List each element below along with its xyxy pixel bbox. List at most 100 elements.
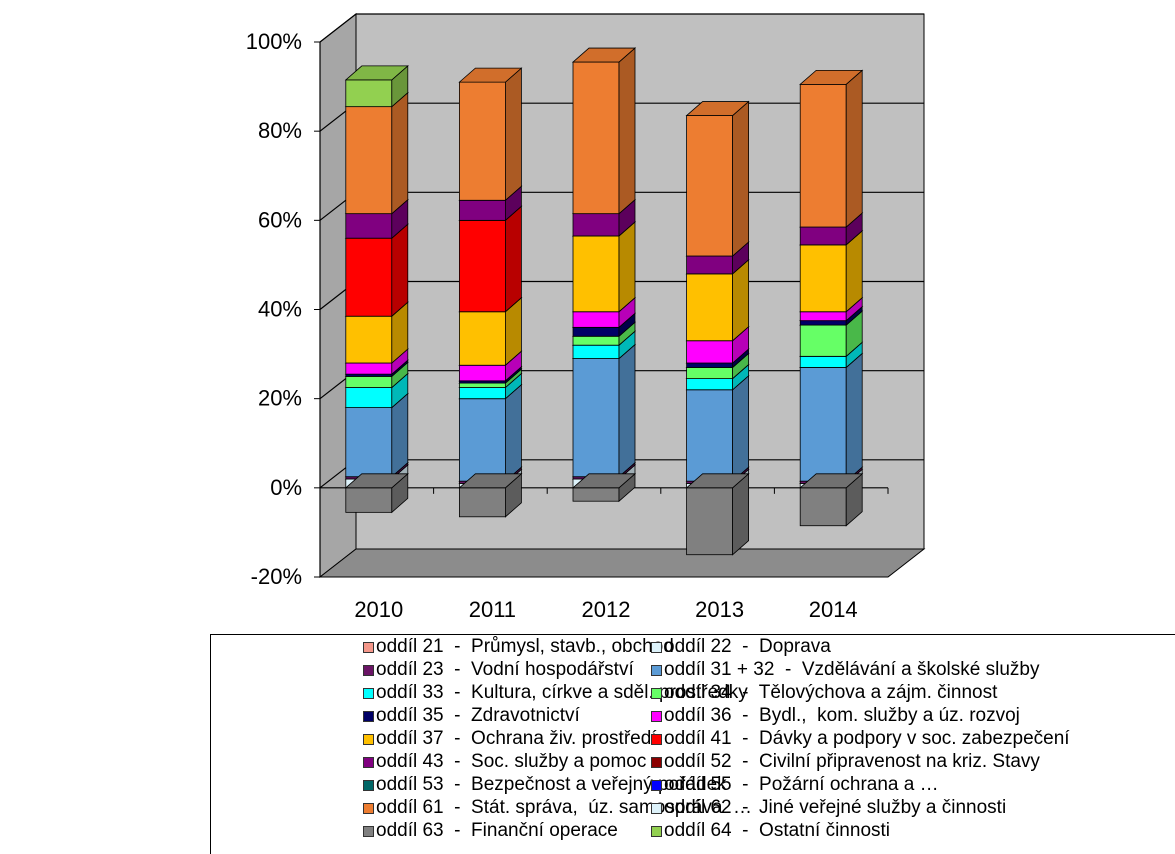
legend-swatch bbox=[363, 641, 374, 653]
bar-front bbox=[572, 335, 620, 346]
bar-front bbox=[799, 311, 847, 322]
legend-label: oddíl 23 - Vodní hospodářství bbox=[376, 659, 634, 680]
bar-front bbox=[345, 387, 393, 408]
bar-front bbox=[572, 358, 620, 478]
bar-front bbox=[799, 487, 847, 527]
legend-label: oddíl 31 + 32 - Vzdělávání a školské slu… bbox=[664, 659, 1040, 680]
bar-segment bbox=[344, 65, 409, 108]
bar-top bbox=[458, 473, 523, 489]
legend-item: oddíl 37 - Ochrana živ. prostředí bbox=[363, 728, 657, 750]
bars bbox=[344, 47, 864, 556]
legend-swatch bbox=[651, 687, 662, 699]
x-axis-ticks: 2010 2011 2012 2013 2014 bbox=[354, 487, 889, 622]
bar-segment bbox=[685, 100, 750, 257]
y-tick-label: -20% bbox=[251, 564, 302, 589]
legend-label: oddíl 55 - Požární ochrana a … bbox=[664, 774, 939, 795]
y-tick-label: 60% bbox=[258, 207, 302, 232]
legend-swatch bbox=[363, 802, 374, 814]
legend-item: oddíl 61 - Stát. správa, úz. samospráva … bbox=[363, 797, 752, 819]
gridline bbox=[319, 13, 924, 43]
bar-side bbox=[391, 223, 409, 318]
bar-top bbox=[344, 473, 409, 489]
bar-front bbox=[345, 213, 393, 239]
bar-front bbox=[686, 255, 733, 275]
bar-top bbox=[458, 67, 523, 83]
bar-front bbox=[686, 487, 733, 556]
bar-front bbox=[799, 320, 847, 326]
legend-item: oddíl 64 - Ostatní činnosti bbox=[651, 820, 890, 842]
legend-swatch bbox=[363, 687, 374, 699]
bar-segment bbox=[458, 472, 523, 518]
legend-label: oddíl 33 - Kultura, církve a sděl. prost… bbox=[376, 682, 748, 703]
legend-label: oddíl 43 - Soc. služby a pomoc bbox=[376, 751, 647, 772]
bar-side bbox=[845, 69, 863, 228]
bar-front bbox=[686, 115, 733, 257]
bar-front bbox=[572, 344, 620, 359]
y-tick-label: 40% bbox=[258, 297, 302, 322]
bar-front bbox=[458, 364, 506, 382]
bar-front bbox=[686, 340, 733, 364]
bar-side bbox=[618, 47, 636, 215]
x-tick-label: 2014 bbox=[809, 597, 858, 622]
bar-front bbox=[799, 367, 847, 482]
legend-item: oddíl 34 - Tělovýchova a zájm. činnost bbox=[651, 682, 997, 704]
bar-front bbox=[458, 382, 506, 388]
legend-swatch bbox=[363, 756, 374, 768]
bar-side bbox=[732, 100, 749, 257]
y-tick-label: 0% bbox=[270, 475, 302, 500]
bar-side bbox=[618, 221, 636, 313]
bar-front bbox=[799, 324, 847, 357]
x-tick-label: 2011 bbox=[469, 597, 516, 622]
bar-segment bbox=[799, 69, 864, 228]
bar-front bbox=[458, 387, 506, 400]
bar-front bbox=[572, 326, 620, 337]
y-tick-label: 20% bbox=[258, 386, 302, 411]
bar-front bbox=[686, 362, 733, 368]
floor bbox=[318, 548, 926, 578]
legend-swatch bbox=[651, 756, 662, 768]
bar-front bbox=[458, 398, 506, 482]
legend-item: oddíl 31 + 32 - Vzdělávání a školské slu… bbox=[651, 659, 1039, 681]
legend-item: oddíl 63 - Finanční operace bbox=[363, 820, 618, 842]
bar-front bbox=[572, 311, 620, 328]
bar-segment bbox=[799, 352, 864, 483]
bar-segment bbox=[571, 472, 637, 503]
bar-front bbox=[458, 311, 506, 366]
legend-item: oddíl 43 - Soc. služby a pomoc bbox=[363, 751, 646, 773]
legend-swatch bbox=[651, 825, 662, 837]
legend-item: oddíl 53 - Bezpečnost a veřejný pořádek bbox=[363, 774, 727, 796]
bar-front bbox=[458, 81, 506, 201]
bar-segment bbox=[685, 472, 750, 556]
legend-swatch bbox=[651, 733, 662, 745]
legend-swatch bbox=[363, 710, 374, 722]
bar-segment bbox=[571, 343, 637, 478]
legend-item: oddíl 21 - Průmysl, stavb., obchod bbox=[363, 636, 674, 658]
bar-side bbox=[845, 352, 863, 483]
bar-front bbox=[799, 83, 847, 228]
legend-label: oddíl 21 - Průmysl, stavb., obchod bbox=[376, 636, 674, 657]
x-tick-label: 2013 bbox=[695, 597, 744, 622]
legend-swatch bbox=[651, 664, 662, 676]
bar-side bbox=[391, 392, 409, 478]
bar-top bbox=[571, 473, 637, 489]
bar-segment bbox=[458, 205, 523, 313]
legend-item: oddíl 35 - Zdravotnictví bbox=[363, 705, 580, 727]
legend-label: oddíl 36 - Bydl., kom. služby a úz. rozv… bbox=[664, 705, 1020, 726]
legend-item: oddíl 36 - Bydl., kom. služby a úz. rozv… bbox=[651, 705, 1020, 727]
legend-item: oddíl 41 - Dávky a podpory v soc. zabezp… bbox=[651, 728, 1070, 750]
x-tick-label: 2012 bbox=[582, 597, 631, 622]
y-tick-label: 100% bbox=[246, 29, 302, 54]
bar-side bbox=[504, 67, 522, 202]
bar-front bbox=[799, 226, 847, 246]
legend-label: oddíl 35 - Zdravotnictví bbox=[376, 705, 580, 726]
y-tick-label: 80% bbox=[258, 118, 302, 143]
legend: oddíl 21 - Průmysl, stavb., obchod oddíl … bbox=[210, 634, 1175, 854]
legend-swatch bbox=[651, 641, 662, 653]
legend-label: oddíl 34 - Tělovýchova a zájm. činnost bbox=[664, 682, 998, 703]
bar-front bbox=[799, 355, 847, 368]
bar-top bbox=[571, 47, 637, 63]
bar-segment bbox=[799, 472, 864, 527]
bar-front bbox=[686, 389, 733, 482]
legend-item: oddíl 22 - Doprava bbox=[651, 636, 831, 658]
bar-front bbox=[345, 315, 393, 364]
